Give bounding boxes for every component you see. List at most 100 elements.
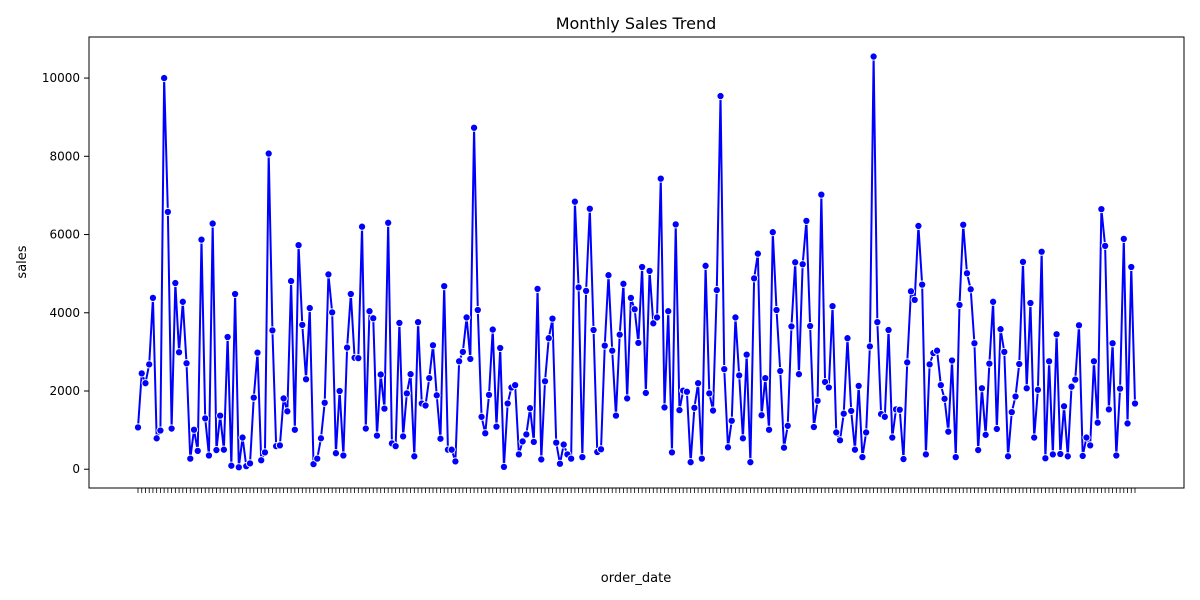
data-point [354, 354, 363, 363]
data-point [757, 411, 766, 420]
data-point [824, 383, 833, 392]
data-point [783, 421, 792, 430]
data-point [1026, 298, 1035, 308]
data-point [301, 375, 311, 384]
plot-area-frame [88, 36, 1185, 489]
data-point [335, 386, 344, 396]
data-point [761, 374, 770, 383]
data-point [981, 430, 990, 439]
data-point [1127, 262, 1136, 272]
data-point [903, 358, 912, 367]
data-point [399, 432, 408, 441]
data-point [910, 295, 919, 304]
data-point [167, 424, 176, 433]
y-tick-label: 8000 [49, 149, 80, 163]
data-point [171, 278, 180, 288]
data-point [141, 379, 150, 388]
data-point [458, 347, 467, 356]
data-point [776, 366, 785, 376]
data-point [290, 425, 299, 434]
data-point [884, 325, 893, 335]
data-point [623, 394, 632, 403]
data-point [723, 443, 733, 452]
data-point [779, 443, 789, 452]
data-point [1071, 375, 1080, 384]
data-point [596, 445, 606, 454]
data-point [227, 461, 236, 470]
data-point [548, 314, 557, 323]
data-point [977, 384, 986, 393]
data-point [540, 377, 550, 386]
data-point [996, 325, 1005, 334]
data-point [245, 459, 255, 468]
data-point [1108, 339, 1117, 348]
data-point [470, 123, 479, 132]
data-point [712, 286, 721, 295]
data-point [649, 319, 658, 328]
data-point [850, 445, 859, 454]
x-axis-label: order_date [601, 571, 671, 586]
data-point [933, 346, 942, 355]
data-point [701, 261, 710, 270]
data-point [1093, 418, 1102, 427]
data-point [447, 445, 456, 454]
data-point [287, 277, 296, 286]
data-point [686, 458, 695, 467]
data-point [888, 433, 897, 442]
data-point [268, 326, 277, 335]
data-point [421, 401, 430, 410]
data-point [380, 404, 389, 413]
data-point [473, 305, 482, 315]
data-point [219, 445, 228, 454]
data-point [555, 459, 565, 468]
data-point [518, 437, 527, 446]
data-point [1041, 454, 1050, 463]
data-point [873, 318, 882, 327]
y-tick-label: 6000 [49, 228, 80, 242]
data-point [585, 204, 594, 213]
data-point [436, 434, 445, 443]
data-point [234, 463, 243, 472]
data-point [962, 269, 972, 278]
data-point [906, 287, 916, 296]
data-point [921, 450, 930, 459]
data-point [1089, 357, 1098, 366]
data-point [787, 322, 796, 331]
data-point [947, 356, 957, 365]
data-point [316, 434, 326, 443]
data-point [305, 304, 314, 313]
data-point [638, 262, 647, 272]
data-point [944, 427, 953, 436]
data-point [145, 360, 154, 369]
data-point [189, 425, 199, 434]
data-point [477, 412, 486, 421]
data-point [802, 216, 811, 225]
data-point [664, 307, 673, 316]
data-point [727, 416, 736, 425]
data-point [328, 308, 337, 317]
data-point [361, 424, 370, 433]
chart-title: Monthly Sales Trend [556, 14, 717, 33]
data-point [343, 343, 352, 352]
data-point [395, 318, 404, 327]
data-point [791, 258, 800, 267]
data-point [391, 442, 400, 451]
data-point [249, 393, 258, 402]
data-point [951, 453, 960, 462]
data-point [137, 369, 146, 378]
sales-series-markers [133, 52, 1140, 472]
data-point [1104, 405, 1113, 414]
data-point [843, 334, 852, 343]
sales-series-line [137, 55, 1136, 469]
data-point [1060, 402, 1069, 411]
data-point [974, 446, 983, 455]
data-point [735, 371, 744, 380]
data-point [765, 425, 774, 434]
data-point [1011, 392, 1020, 401]
data-point [992, 424, 1001, 433]
data-point [608, 346, 617, 355]
data-point [298, 320, 307, 329]
data-point [768, 228, 777, 237]
data-point [432, 391, 441, 400]
